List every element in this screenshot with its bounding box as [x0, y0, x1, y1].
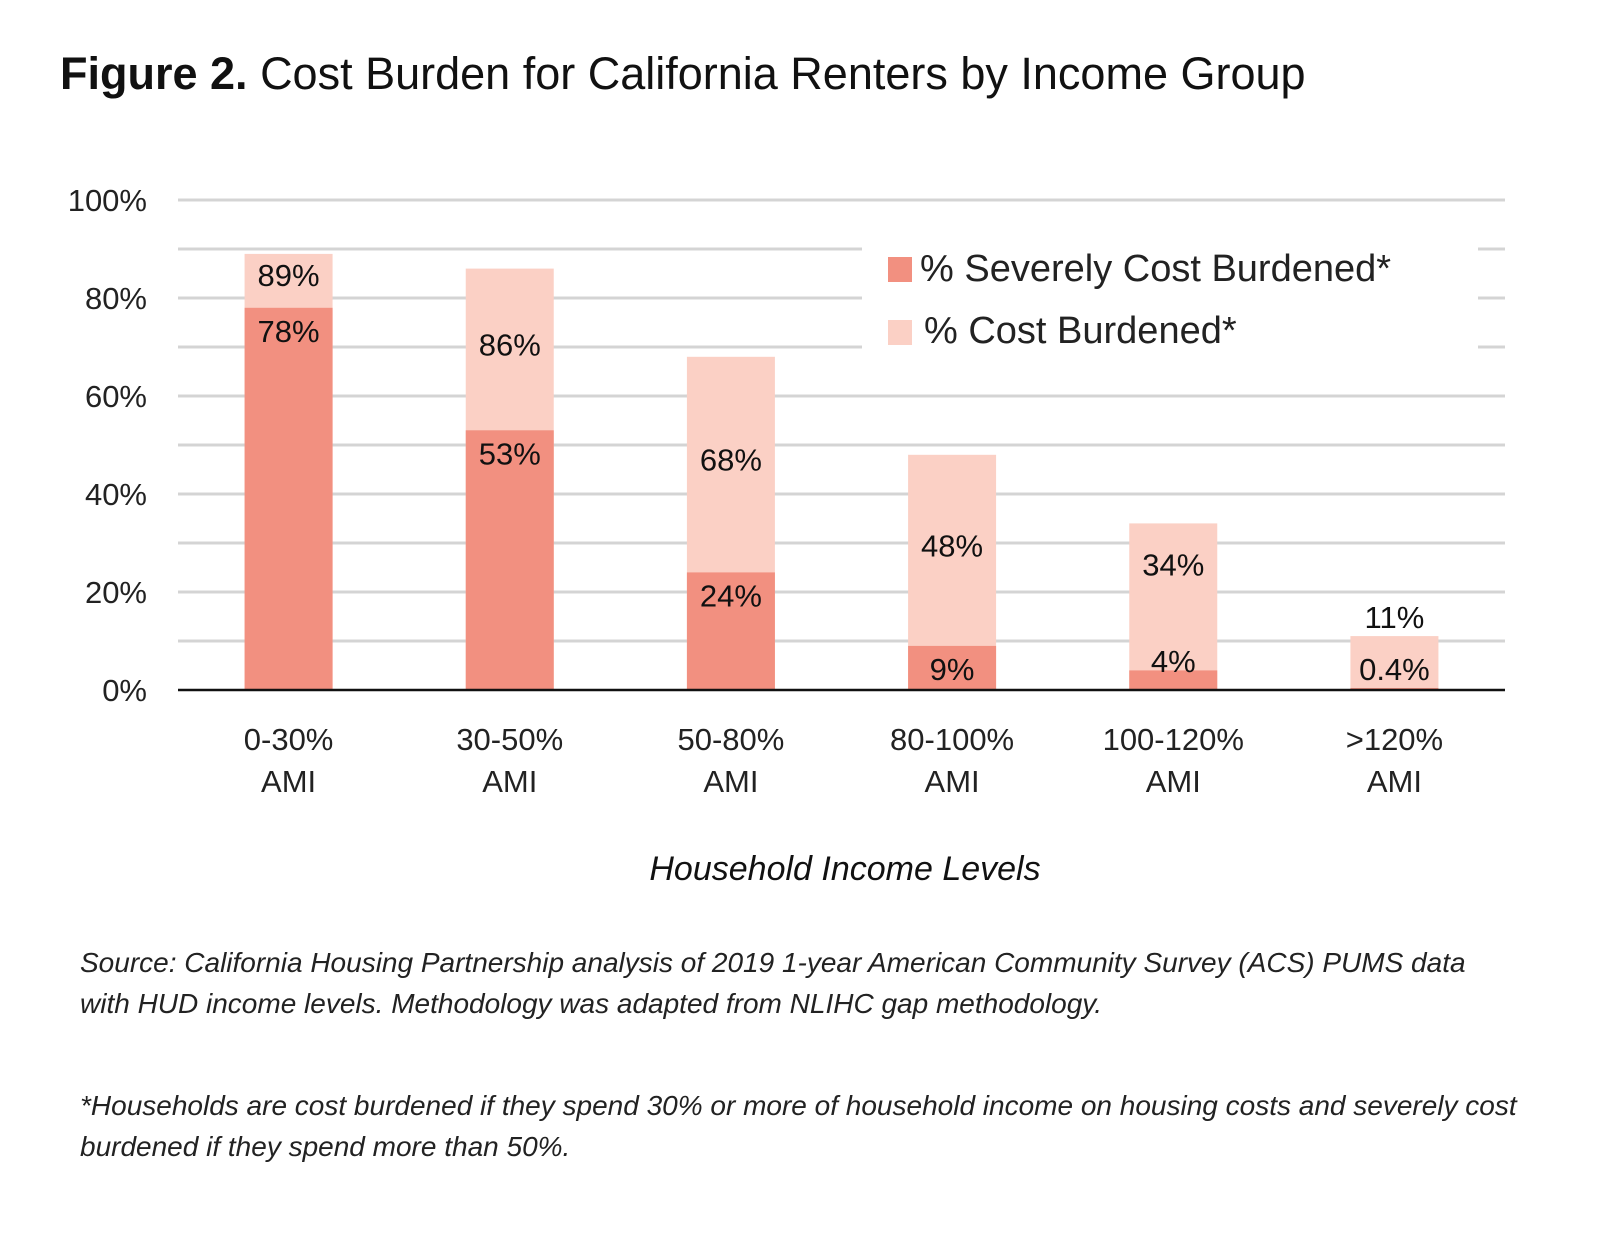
data-label-severely-cost-burdened: 4% — [1151, 644, 1196, 679]
legend-swatch-cost-burdened — [888, 320, 912, 345]
bar-severely-cost-burdened — [1129, 670, 1218, 690]
bar-severely-cost-burdened — [686, 572, 775, 690]
data-label-cost-burdened: 86% — [479, 327, 541, 362]
footnote: *Households are cost burdened if they sp… — [80, 1090, 1517, 1162]
data-label-severely-cost-burdened: 78% — [258, 314, 320, 349]
bar-severely-cost-burdened — [465, 430, 554, 690]
y-tick-label: 100% — [68, 183, 147, 218]
x-tick-label: AMI — [1146, 764, 1201, 799]
x-tick-label: 0-30% — [244, 722, 334, 757]
x-tick-label: 30-50% — [456, 722, 563, 757]
data-label-cost-burdened: 11% — [1365, 600, 1425, 635]
y-tick-label: 60% — [85, 379, 147, 414]
x-tick-label: AMI — [703, 764, 758, 799]
x-tick-label: >120% — [1346, 722, 1443, 757]
bar-severely-cost-burdened — [908, 645, 997, 690]
x-tick-label: 100-120% — [1103, 722, 1244, 757]
y-tick-label: 40% — [85, 477, 147, 512]
x-tick-label: AMI — [1367, 764, 1422, 799]
data-label-cost-burdened: 48% — [921, 528, 983, 563]
x-tick-label: AMI — [482, 764, 537, 799]
bar-cost-burdened — [1129, 523, 1218, 690]
legend-label-cost-burdened: % Cost Burdened* — [924, 310, 1237, 352]
data-label-cost-burdened: 89% — [258, 258, 320, 293]
y-tick-label: 20% — [85, 575, 147, 610]
data-label-severely-cost-burdened: 53% — [479, 436, 541, 471]
data-label-severely-cost-burdened: 24% — [700, 578, 762, 613]
bar-chart: 0% 20% 40% 60% 80% 100% 89% 78% 0-30% AMI 86% 53% 30… — [68, 183, 1505, 888]
x-tick-label: 80-100% — [890, 722, 1014, 757]
source-note: Source: California Housing Partnership a… — [80, 947, 1466, 1019]
legend-box — [862, 228, 1478, 356]
y-tick-label: 0% — [102, 673, 147, 708]
data-label-cost-burdened: 68% — [700, 443, 762, 478]
y-tick-label: 80% — [85, 281, 147, 316]
figure-title: Cost Burden for California Renters by In… — [260, 48, 1306, 99]
legend-label-severely-cost-burdened: % Severely Cost Burdened* — [920, 248, 1391, 290]
data-label-severely-cost-burdened: 0.4% — [1359, 652, 1430, 687]
data-label-cost-burdened: 34% — [1142, 547, 1204, 582]
bar-severely-cost-burdened — [244, 307, 333, 690]
x-tick-label: 50-80% — [677, 722, 784, 757]
legend-swatch-severely-cost-burdened — [888, 257, 912, 282]
x-tick-label: AMI — [261, 764, 316, 799]
figure-number: Figure 2. — [60, 48, 248, 99]
chart-title: Figure 2. Cost Burden for California Ren… — [60, 48, 1306, 100]
data-label-severely-cost-burdened: 9% — [930, 652, 975, 687]
x-tick-label: AMI — [925, 764, 980, 799]
bar-cost-burdened — [1350, 636, 1439, 690]
x-axis-title: Household Income Levels — [649, 850, 1040, 888]
